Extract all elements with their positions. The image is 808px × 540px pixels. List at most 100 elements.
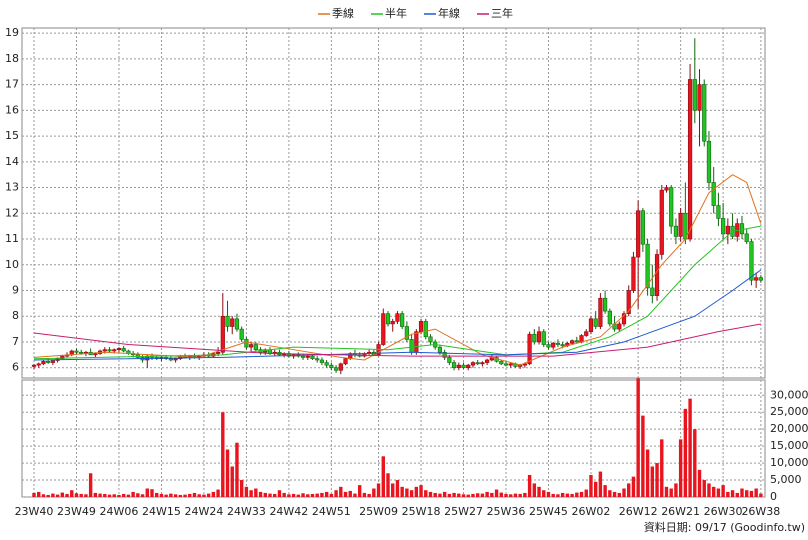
volume-bar (669, 488, 673, 497)
candle-body (654, 254, 660, 296)
volume-bar (74, 493, 79, 497)
candle-body (305, 355, 310, 358)
y2-tick-label: 10,000 (770, 456, 808, 469)
candle-body (93, 353, 98, 356)
volume-bar (442, 491, 447, 497)
volume-bar (273, 493, 277, 497)
candle-body (315, 358, 320, 361)
candle-body (36, 363, 41, 366)
candle-body (249, 344, 254, 348)
x-tick-label: 24W06 (100, 505, 139, 518)
legend-label: 季線 (332, 6, 354, 20)
candle-body (588, 318, 594, 332)
candle-body (678, 212, 683, 237)
volume-bar (315, 493, 319, 497)
candle-body (447, 357, 452, 363)
volume-bar (485, 491, 489, 497)
volume-bar (424, 490, 428, 497)
volume-bar (745, 490, 749, 497)
volume-bar (60, 492, 65, 497)
volume-bar (532, 483, 537, 497)
volume-bar (239, 480, 244, 497)
x-tick-label: 26W02 (572, 505, 611, 518)
legend-label: 年線 (438, 6, 460, 20)
volume-bar (579, 491, 584, 497)
candle-body (253, 344, 258, 350)
x-tick-label: 24W24 (184, 505, 223, 518)
volume-bar (188, 493, 192, 497)
candle-body (395, 313, 400, 322)
candle-body (418, 321, 424, 332)
volume-bar (494, 489, 499, 497)
volume-bar (46, 494, 50, 497)
volume-bar (593, 481, 598, 497)
volume-bar (282, 492, 286, 497)
candle-body (697, 84, 702, 111)
volume-bar (357, 485, 362, 497)
volume-bar (225, 449, 230, 497)
candle-body (338, 363, 343, 371)
candle-body (310, 355, 315, 359)
candle-body (329, 364, 334, 369)
volume-bar (414, 486, 419, 497)
volume-bar (258, 491, 263, 497)
volume-bar (221, 412, 225, 497)
candle-body (390, 321, 395, 325)
volume-bar (348, 490, 352, 497)
volume-bar (650, 466, 655, 497)
volume-bar (499, 492, 503, 497)
volume-bar (140, 494, 145, 497)
volume-bar (244, 486, 249, 497)
candle-body (673, 225, 679, 237)
candle-body (79, 351, 84, 354)
volume-bar (339, 486, 343, 497)
candle-body (758, 277, 763, 281)
volume-bar (740, 488, 744, 497)
x-tick-label: 26W38 (741, 505, 780, 518)
volume-bar (183, 494, 187, 497)
candle-body (112, 349, 117, 352)
candle-body (739, 223, 745, 235)
volume-bar (518, 493, 522, 497)
y2-tick-label: 5,000 (770, 473, 802, 486)
volume-bar (55, 494, 60, 497)
volume-bar (386, 473, 390, 497)
x-tick-label: 26W21 (661, 505, 700, 518)
volume-bar (598, 471, 603, 497)
volume-bar (419, 485, 423, 497)
volume-bar (32, 492, 36, 497)
candle-body (598, 297, 603, 327)
candle-body (234, 318, 240, 330)
volume-bar (235, 442, 239, 497)
volume-bar (735, 492, 739, 497)
candle-body (225, 315, 230, 327)
volume-bar (249, 490, 253, 497)
ma-line (33, 269, 762, 361)
volume-bar (169, 493, 173, 497)
candle-body (593, 318, 598, 327)
candle-body (541, 331, 546, 345)
candle-body (574, 340, 579, 343)
x-tick-label: 25W45 (529, 505, 568, 518)
volume-bar (433, 492, 437, 497)
volume-bar (711, 486, 716, 497)
candle-body (555, 342, 561, 345)
candle-body (409, 339, 414, 353)
y2-tick-label: 30,000 (770, 388, 808, 401)
volume-bar (527, 474, 532, 497)
candle-body (319, 359, 325, 363)
volume-bar (268, 493, 272, 497)
candle-body (46, 360, 51, 363)
volume-bar (211, 491, 216, 497)
volume-bar (70, 490, 74, 497)
candle-body (546, 344, 551, 348)
x-tick-label: 24W33 (227, 505, 266, 518)
volume-bar (589, 474, 593, 497)
volume-bar (428, 491, 433, 497)
x-tick-label: 23W40 (15, 505, 54, 518)
y2-tick-label: 15,000 (770, 439, 808, 452)
volume-bar (612, 491, 617, 497)
candle-body (400, 313, 405, 327)
volume-bar (575, 492, 579, 497)
volume-bar (655, 463, 659, 497)
